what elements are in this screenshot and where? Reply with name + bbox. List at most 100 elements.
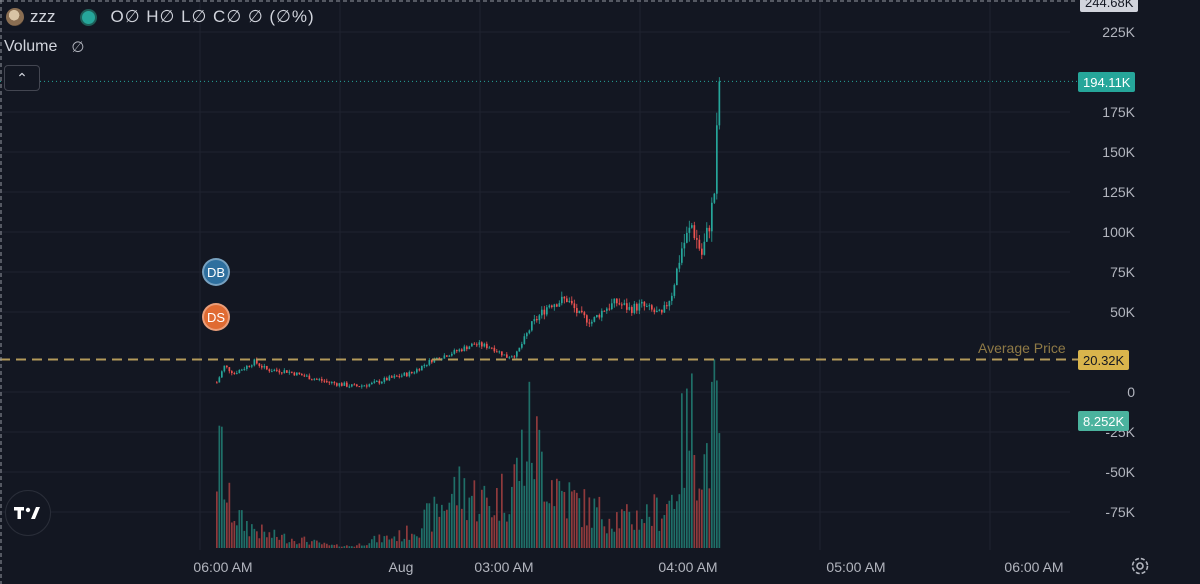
x-axis[interactable]: 06:00 AM Aug 03:00 AM 04:00 AM 05:00 AM 06:00…: [193, 559, 1063, 575]
candle-body: [281, 372, 283, 374]
candle-body: [351, 384, 353, 387]
x-tick-label: 06:00 AM: [193, 559, 252, 575]
volume-bar: [246, 520, 248, 548]
volume-bar: [581, 527, 583, 548]
candle-body: [251, 365, 253, 367]
gear-icon[interactable]: [1130, 556, 1150, 576]
volume-bar: [718, 433, 721, 548]
volume-bar: [616, 512, 618, 548]
volume-bar: [588, 497, 591, 548]
candle-body: [288, 371, 291, 373]
volume-bar: [498, 520, 501, 548]
volume-bar: [683, 487, 686, 548]
candle-body: [456, 350, 458, 352]
candle-body: [381, 381, 383, 384]
candle-body: [361, 385, 363, 387]
candle-body: [588, 322, 591, 324]
market-status-icon[interactable]: [79, 8, 97, 26]
candle-body: [348, 386, 351, 388]
volume-bar: [346, 545, 348, 548]
marker-ds[interactable]: DS: [202, 303, 230, 331]
symbol-legend[interactable]: zzz O∅ H∅ L∅ C∅ ∅ (∅%): [6, 6, 315, 28]
volume-bar: [556, 478, 558, 548]
candle-body: [603, 310, 606, 312]
volume-bar: [356, 545, 358, 548]
volume-bar: [538, 429, 541, 548]
candle-body: [333, 382, 336, 384]
candle-body: [578, 310, 581, 313]
volume-bar: [516, 457, 518, 548]
volume-bar: [671, 494, 673, 548]
volume-legend[interactable]: Volume ∅: [4, 37, 84, 57]
volume-bar: [271, 537, 273, 548]
volume-bar: [471, 495, 473, 548]
candle-body: [663, 305, 666, 313]
volume-bar: [478, 513, 481, 548]
marker-db[interactable]: DB: [202, 258, 230, 286]
volume-bar: [536, 416, 538, 548]
candle-body: [341, 383, 343, 386]
volume-bar: [261, 524, 263, 548]
volume-bar: [423, 509, 426, 548]
volume-bar: [621, 509, 623, 548]
candle-body: [296, 372, 298, 376]
candle-body: [406, 372, 408, 377]
candle-body: [518, 347, 521, 352]
candle-body: [428, 359, 431, 365]
candle-body: [528, 330, 531, 334]
volume-bar: [461, 508, 463, 548]
volume-bar: [393, 536, 396, 548]
candle-body: [261, 365, 263, 368]
candle-body: [298, 372, 301, 375]
volume-bar: [628, 511, 631, 548]
volume-label: Volume: [4, 38, 58, 55]
collapse-legend-button[interactable]: ⌃: [4, 65, 40, 91]
y-tick-label: 0: [1127, 384, 1135, 400]
volume-bar: [388, 539, 391, 548]
symbol-avatar-icon: [6, 8, 24, 26]
candle-body: [681, 248, 683, 263]
volume-bar: [468, 497, 471, 548]
volume-bar: [453, 476, 456, 548]
candle-body: [226, 365, 228, 368]
candle-body: [293, 372, 296, 376]
volume-bar: [463, 478, 466, 548]
candle-body: [486, 343, 488, 349]
volume-bar: [586, 525, 588, 548]
volume-bar: [701, 489, 703, 548]
candle-body: [491, 347, 493, 349]
average-price-label: Average Price: [978, 340, 1066, 356]
volume-bar: [618, 528, 621, 548]
candle-body: [613, 298, 616, 304]
volume-bar: [276, 536, 278, 548]
candle-body: [443, 355, 446, 359]
volume-bar: [338, 546, 341, 548]
volume-bar: [481, 489, 483, 548]
tradingview-logo[interactable]: [5, 490, 51, 536]
volume-bar: [626, 504, 628, 548]
candle-body: [318, 379, 321, 381]
candle-body: [521, 343, 523, 348]
volume-bar: [448, 502, 451, 548]
candle-body: [396, 375, 398, 377]
candle-body: [698, 239, 701, 249]
volume-bar: [523, 485, 526, 548]
volume-bar: [351, 546, 353, 548]
volume-bar: [411, 533, 413, 548]
candle-body: [403, 372, 406, 376]
candle-body: [308, 375, 311, 380]
candle-body: [548, 305, 551, 308]
candle-body: [268, 369, 271, 372]
volume-bar: [253, 528, 256, 548]
candle-body: [266, 365, 268, 370]
volume-bar: [428, 503, 431, 548]
volume-bar: [241, 510, 243, 548]
volume-bar: [696, 500, 698, 548]
volume-bar: [293, 541, 296, 548]
candle-body: [398, 376, 401, 378]
volume-bar: [226, 502, 228, 548]
candle-body: [531, 321, 533, 331]
volume-bar: [321, 544, 323, 548]
